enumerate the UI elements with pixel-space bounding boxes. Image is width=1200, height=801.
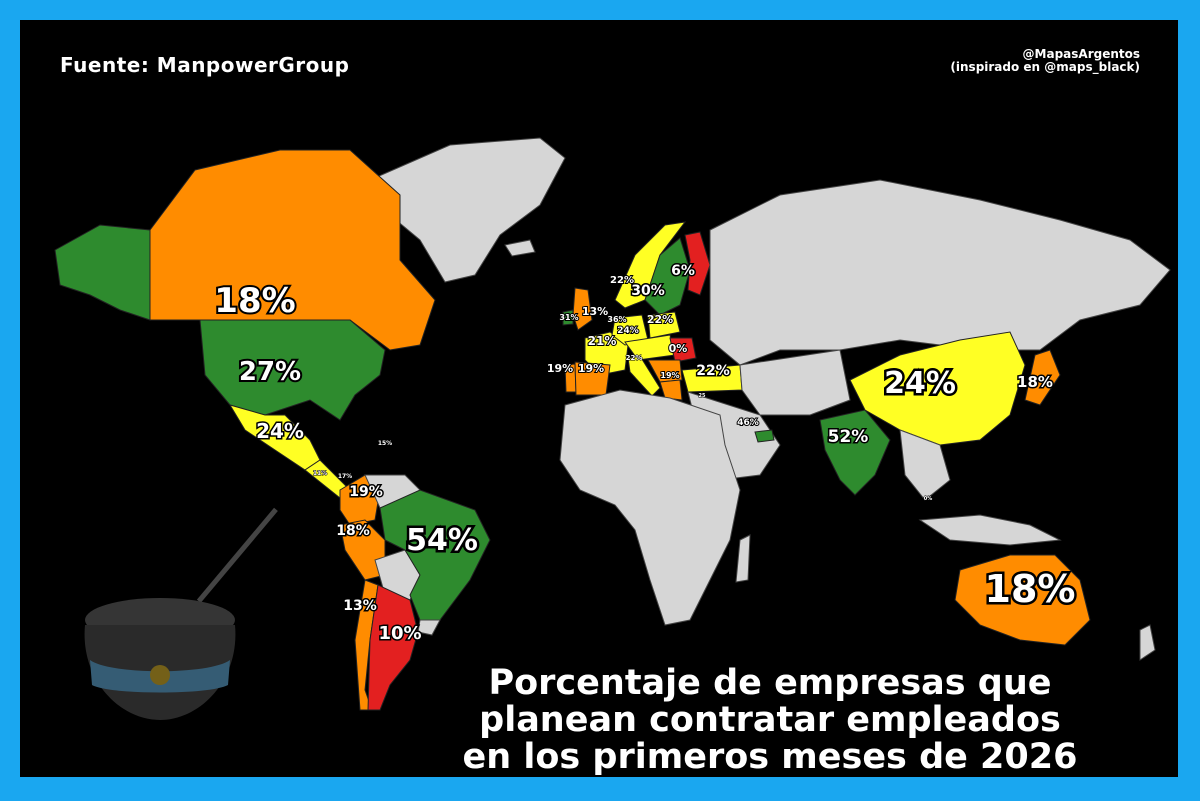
japan bbox=[1024, 349, 1061, 406]
label-argentina: 10% bbox=[378, 623, 421, 644]
label-uae: 46% bbox=[737, 418, 759, 428]
argentina bbox=[367, 584, 419, 711]
title-line-1: Porcentaje de empresas que bbox=[488, 663, 1052, 703]
map-title: Porcentaje de empresas que planean contr… bbox=[460, 665, 1080, 776]
australia bbox=[954, 554, 1091, 646]
poland bbox=[647, 311, 681, 339]
africa bbox=[559, 389, 741, 626]
author-credit: @MapasArgentos (inspirado en @maps_black… bbox=[950, 48, 1140, 74]
finland bbox=[684, 231, 711, 296]
madagascar bbox=[735, 534, 751, 583]
label-switzerland: 21% bbox=[588, 334, 617, 348]
title-line-2: planean contratar empleados bbox=[479, 700, 1061, 740]
usa bbox=[199, 319, 386, 421]
label-usa: 27% bbox=[239, 357, 301, 387]
indonesia bbox=[918, 514, 1062, 546]
label-ireland: 31% bbox=[559, 313, 578, 322]
label-costa-rica: 17% bbox=[338, 473, 352, 480]
balkans bbox=[647, 359, 683, 383]
label-norway: 22% bbox=[610, 275, 634, 286]
world-map: 18% 27% 24% 15% 11% 17% 19% 18% 54% 13% … bbox=[54, 137, 1171, 720]
alaska bbox=[54, 224, 151, 321]
label-germany: 24% bbox=[617, 326, 639, 336]
label-poland: 22% bbox=[647, 313, 673, 326]
norway bbox=[614, 221, 687, 309]
inspiration-credit: (inspirado en @maps_black) bbox=[950, 60, 1140, 74]
ireland bbox=[562, 309, 574, 326]
uae bbox=[754, 429, 775, 443]
label-sweden: 30% bbox=[631, 283, 665, 299]
mate-cup-illustration bbox=[84, 507, 278, 720]
iceland bbox=[504, 239, 536, 257]
label-mexico: 24% bbox=[256, 419, 304, 443]
label-australia: 18% bbox=[985, 567, 1076, 611]
label-japan: 18% bbox=[1017, 373, 1053, 391]
label-china: 24% bbox=[884, 366, 956, 401]
china bbox=[849, 331, 1026, 446]
author-handle: @MapasArgentos bbox=[1022, 47, 1140, 61]
label-panama: 11% bbox=[313, 470, 327, 477]
romania bbox=[669, 337, 697, 363]
italy bbox=[627, 355, 661, 397]
label-peru: 18% bbox=[336, 523, 370, 539]
central-asia bbox=[739, 349, 851, 416]
label-brazil: 54% bbox=[406, 523, 478, 558]
label-singapore: 0% bbox=[924, 496, 933, 502]
label-guatemala: 15% bbox=[378, 440, 392, 447]
label-portugal: 19% bbox=[547, 362, 573, 375]
label-canada: 18% bbox=[214, 281, 295, 321]
label-italy: 22% bbox=[626, 354, 643, 362]
india bbox=[819, 409, 891, 496]
russia bbox=[709, 179, 1171, 366]
label-turkey: 22% bbox=[696, 363, 730, 379]
label-romania: 0% bbox=[669, 342, 688, 355]
label-uk: 13% bbox=[582, 305, 608, 318]
label-chile: 13% bbox=[343, 598, 377, 614]
source-caption: Fuente: ManpowerGroup bbox=[60, 53, 350, 77]
label-israel: 25 bbox=[699, 393, 706, 399]
label-greece: 19% bbox=[660, 371, 679, 380]
title-line-3: en los primeros meses de 2026 bbox=[462, 737, 1078, 777]
label-spain: 19% bbox=[578, 362, 604, 375]
label-finland: 6% bbox=[671, 263, 695, 279]
label-netherlands: 36% bbox=[607, 315, 626, 324]
greenland bbox=[369, 137, 566, 283]
southeast-asia bbox=[899, 429, 951, 501]
greece bbox=[659, 379, 683, 401]
label-india: 52% bbox=[828, 427, 869, 447]
uk bbox=[572, 287, 593, 331]
map-panel: 18% 27% 24% 15% 11% 17% 19% 18% 54% 13% … bbox=[20, 20, 1178, 777]
label-colombia: 19% bbox=[349, 484, 383, 500]
new-zealand bbox=[1139, 624, 1156, 661]
uruguay bbox=[417, 619, 441, 636]
